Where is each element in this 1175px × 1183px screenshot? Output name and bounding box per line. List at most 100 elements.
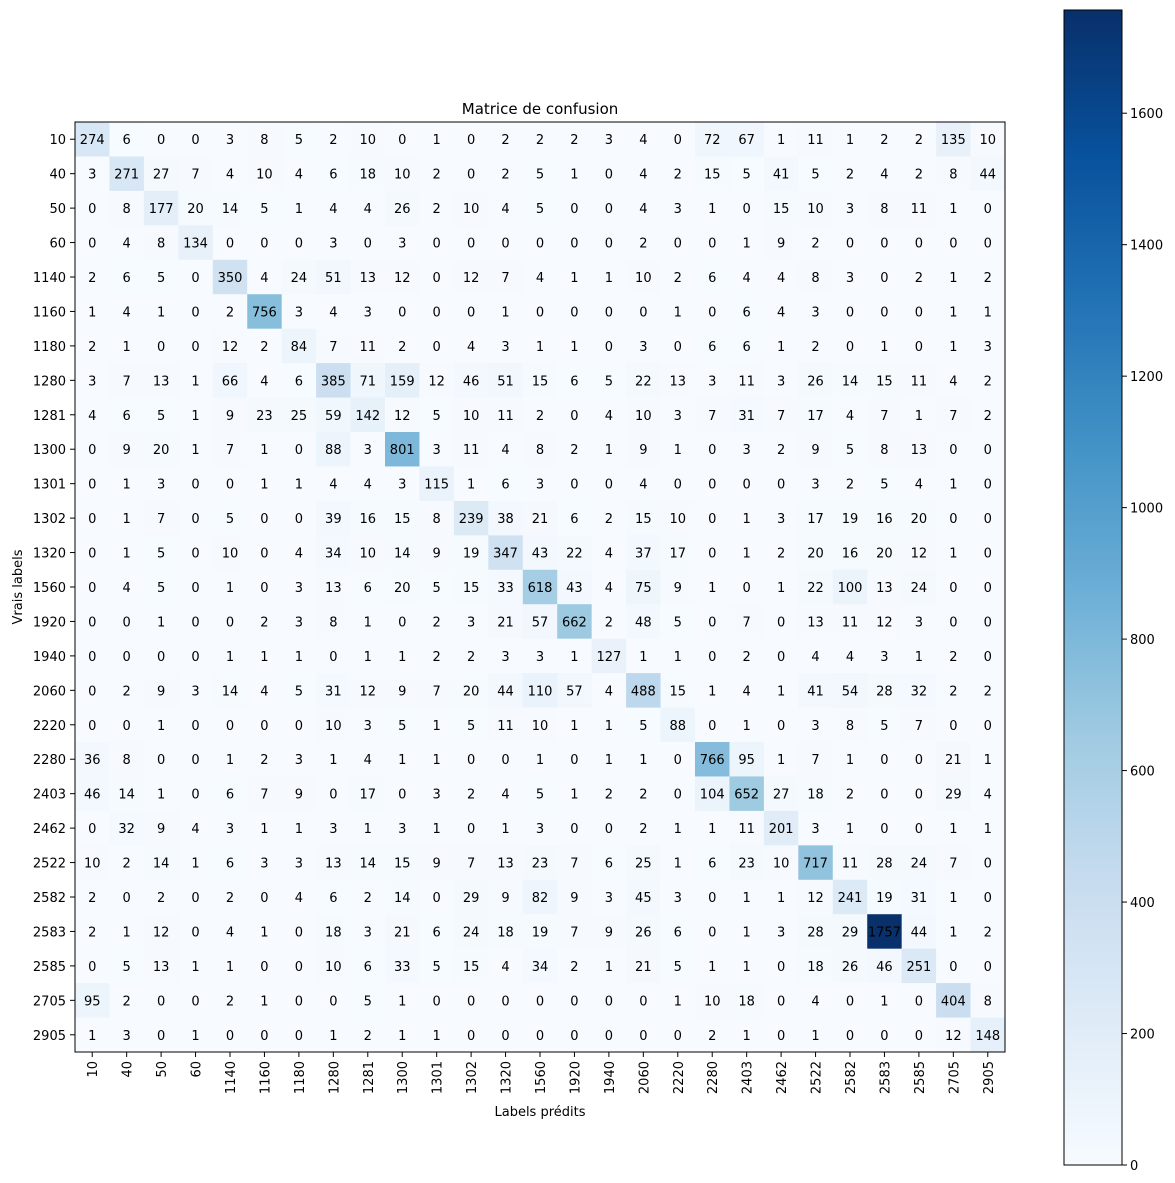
heatmap-cell bbox=[695, 535, 730, 571]
cell-value: 6 bbox=[226, 857, 234, 872]
heatmap-cell bbox=[936, 707, 972, 743]
cell-value: 0 bbox=[295, 960, 303, 975]
heatmap-cell bbox=[970, 190, 1006, 226]
cell-value: 13 bbox=[360, 271, 377, 286]
cell-value: 618 bbox=[528, 581, 553, 596]
cell-value: 1 bbox=[743, 891, 751, 906]
cell-value: 0 bbox=[157, 1029, 165, 1044]
heatmap-cell bbox=[281, 810, 317, 846]
cell-value: 1 bbox=[743, 547, 751, 562]
heatmap-cell bbox=[832, 294, 868, 330]
heatmap-cell bbox=[557, 259, 593, 295]
cell-value: 1 bbox=[570, 650, 578, 665]
heatmap-cell bbox=[832, 122, 868, 157]
heatmap-cell bbox=[316, 983, 352, 1019]
heatmap-cell bbox=[212, 500, 248, 536]
cell-value: 1 bbox=[398, 994, 406, 1009]
heatmap-cell bbox=[522, 948, 558, 984]
heatmap-cell bbox=[281, 948, 317, 984]
colorbar-tick-label: 1400 bbox=[1130, 239, 1163, 254]
heatmap-cell bbox=[247, 432, 283, 467]
cell-value: 115 bbox=[424, 478, 449, 493]
heatmap-cell bbox=[350, 707, 386, 743]
heatmap-cell bbox=[867, 810, 903, 846]
heatmap-cell bbox=[419, 742, 455, 777]
heatmap-cell bbox=[832, 948, 868, 984]
heatmap-cell bbox=[350, 845, 386, 881]
heatmap-cell bbox=[75, 294, 110, 330]
cell-value: 0 bbox=[984, 202, 992, 217]
x-tick-label: 2583 bbox=[878, 1061, 893, 1094]
heatmap-cell bbox=[522, 742, 558, 777]
heatmap-cell bbox=[729, 122, 765, 157]
heatmap-cell bbox=[798, 879, 834, 915]
cell-value: 4 bbox=[536, 271, 544, 286]
heatmap-cell bbox=[109, 776, 145, 812]
cell-value: 15 bbox=[532, 374, 549, 389]
heatmap-cell bbox=[901, 569, 937, 605]
cell-value: 0 bbox=[984, 857, 992, 872]
heatmap-cell bbox=[832, 673, 868, 709]
colorbar-tick-label: 1000 bbox=[1130, 502, 1163, 517]
cell-value: 5 bbox=[398, 719, 406, 734]
cell-value: 6 bbox=[674, 925, 682, 940]
heatmap-cell bbox=[212, 432, 248, 467]
cell-value: 20 bbox=[187, 202, 204, 217]
cell-value: 0 bbox=[708, 891, 716, 906]
cell-value: 4 bbox=[123, 581, 131, 596]
heatmap-cell bbox=[350, 466, 386, 502]
cell-value: 4 bbox=[605, 409, 613, 424]
cell-value: 4 bbox=[880, 168, 888, 183]
cell-value: 2 bbox=[639, 822, 647, 837]
heatmap-cell bbox=[729, 363, 765, 399]
heatmap-cell bbox=[867, 363, 903, 399]
heatmap-cell bbox=[729, 983, 765, 1019]
heatmap-cell bbox=[729, 1017, 765, 1053]
heatmap-cell bbox=[626, 432, 662, 467]
heatmap-cell bbox=[247, 397, 283, 433]
cell-value: 1 bbox=[949, 340, 957, 355]
heatmap-cell bbox=[178, 397, 214, 433]
heatmap-cell bbox=[178, 156, 214, 192]
cell-value: 34 bbox=[325, 547, 342, 562]
heatmap-cell bbox=[626, 845, 662, 881]
cell-value: 652 bbox=[734, 788, 759, 803]
cell-value: 12 bbox=[153, 925, 170, 940]
cell-value: 0 bbox=[88, 443, 96, 458]
cell-value: 2 bbox=[949, 684, 957, 699]
cell-value: 10 bbox=[222, 547, 239, 562]
cell-value: 0 bbox=[984, 960, 992, 975]
heatmap-cell bbox=[143, 259, 179, 295]
heatmap-cell bbox=[75, 845, 110, 881]
cell-value: 2 bbox=[674, 168, 682, 183]
cell-value: 3 bbox=[329, 237, 337, 252]
cell-value: 2 bbox=[880, 133, 888, 148]
cell-value: 0 bbox=[88, 650, 96, 665]
cell-value: 5 bbox=[536, 788, 544, 803]
heatmap-cell bbox=[385, 569, 420, 605]
heatmap-cell bbox=[75, 225, 110, 261]
chart-title: Matrice de confusion bbox=[462, 100, 619, 118]
heatmap-cell bbox=[488, 190, 524, 226]
cell-value: 3 bbox=[398, 822, 406, 837]
heatmap-cell bbox=[763, 328, 799, 364]
cell-value: 9 bbox=[226, 409, 234, 424]
heatmap-cell bbox=[350, 983, 386, 1019]
heatmap-cell bbox=[867, 328, 903, 364]
cell-value: 347 bbox=[493, 547, 518, 562]
heatmap-cell bbox=[557, 604, 593, 640]
heatmap-cell bbox=[385, 810, 420, 846]
cell-value: 15 bbox=[463, 960, 480, 975]
cell-value: 8 bbox=[846, 719, 854, 734]
heatmap-cell bbox=[936, 328, 972, 364]
heatmap-cell bbox=[488, 776, 524, 812]
cell-value: 127 bbox=[596, 650, 621, 665]
heatmap-cell bbox=[763, 156, 799, 192]
cell-value: 2 bbox=[605, 788, 613, 803]
cell-value: 1 bbox=[846, 753, 854, 768]
cell-value: 0 bbox=[467, 133, 475, 148]
cell-value: 14 bbox=[222, 202, 239, 217]
cell-value: 5 bbox=[605, 374, 613, 389]
heatmap-cell bbox=[488, 845, 524, 881]
heatmap-cell bbox=[109, 466, 145, 502]
